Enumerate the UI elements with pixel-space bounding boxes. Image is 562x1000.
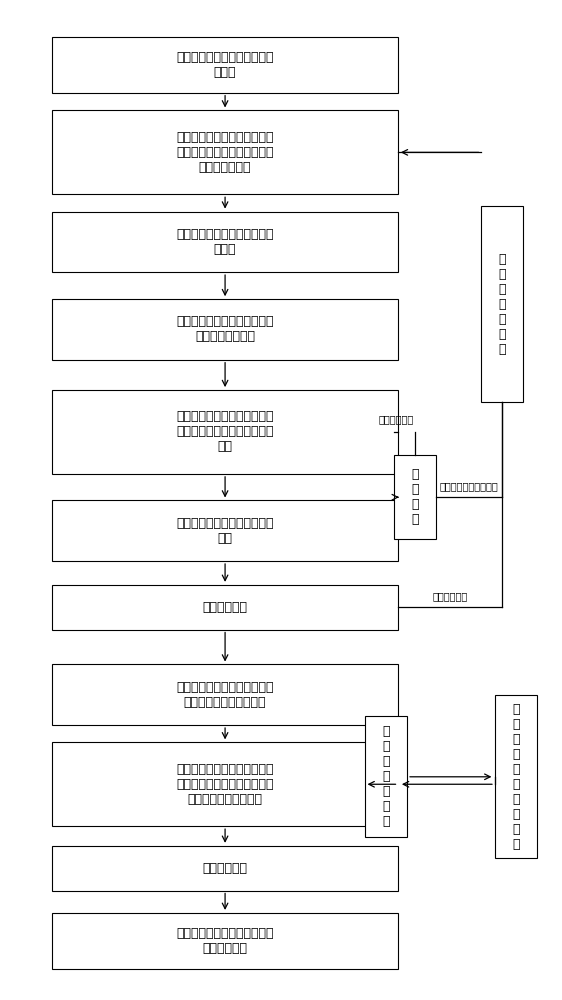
Bar [52, 212, 398, 272]
Bar [52, 913, 398, 969]
Bar [394, 455, 436, 539]
Bar [52, 299, 398, 360]
Text: 计
算
变
压
器
重
量: 计 算 变 压 器 重 量 [382, 725, 390, 828]
Text: 计算温升，不合要求时，调整
冷却装置数目: 计算温升，不合要求时，调整 冷却装置数目 [176, 927, 274, 955]
Bar [481, 206, 523, 402]
Text: 估算线圈损耗，估算线圈对油
温升: 估算线圈损耗，估算线圈对油 温升 [176, 517, 274, 545]
Text: 不符合要求时: 不符合要求时 [433, 592, 468, 602]
Bar [52, 585, 398, 630]
Text: 线圈及绝缘结构设计；计算阻
抗电压，不合要求时调整线圈
高度: 线圈及绝缘结构设计；计算阻 抗电压，不合要求时调整线圈 高度 [176, 410, 274, 453]
Text: 绘制变压器总体平面布置图；
引线及分接开关结构设计；确
定油箱尺寸及冷却装置: 绘制变压器总体平面布置图； 引线及分接开关结构设计；确 定油箱尺寸及冷却装置 [176, 763, 274, 806]
Text: 计算空载性能: 计算空载性能 [202, 601, 248, 614]
Text: 记录原始数据：产品主要技术
参数等: 记录原始数据：产品主要技术 参数等 [176, 51, 274, 79]
Text: 选择铁心柱磁通密度，计算每
匝电势: 选择铁心柱磁通密度，计算每 匝电势 [176, 228, 274, 256]
Text: 另
选
导
线: 另 选 导 线 [411, 468, 419, 526]
Bar [365, 716, 407, 837]
Bar [495, 695, 537, 858]
Text: 先计算低压线圈匝数，凑成整
数；重算每匝电势: 先计算低压线圈匝数，凑成整 数；重算每匝电势 [176, 315, 274, 343]
Bar [52, 37, 398, 93]
Text: 另选导线仍不合要求时: 另选导线仍不合要求时 [439, 482, 498, 492]
Text: 计算负载性能: 计算负载性能 [202, 862, 248, 875]
Text: 不符合要求时: 不符合要求时 [379, 415, 414, 425]
Bar [52, 500, 398, 561]
Text: 绘
制
变
压
器
外
形
尺
寸
图: 绘 制 变 压 器 外 形 尺 寸 图 [512, 703, 520, 851]
Text: 选定硅钢片品种及铁心结构型
式；计算铁心柱直径，设计铁
心柱和铁轭截面: 选定硅钢片品种及铁心结构型 式；计算铁心柱直径，设计铁 心柱和铁轭截面 [176, 131, 274, 174]
Bar [52, 664, 398, 725]
Bar [52, 110, 398, 194]
Text: 计算短路电磁力及器身重量计
算铁心和线圈的机械强度: 计算短路电磁力及器身重量计 算铁心和线圈的机械强度 [176, 681, 274, 709]
Bar [52, 390, 398, 474]
Text: 另
选
铁
心
柱
直
径: 另 选 铁 心 柱 直 径 [498, 253, 506, 356]
Bar [52, 742, 398, 826]
Bar [52, 846, 398, 891]
